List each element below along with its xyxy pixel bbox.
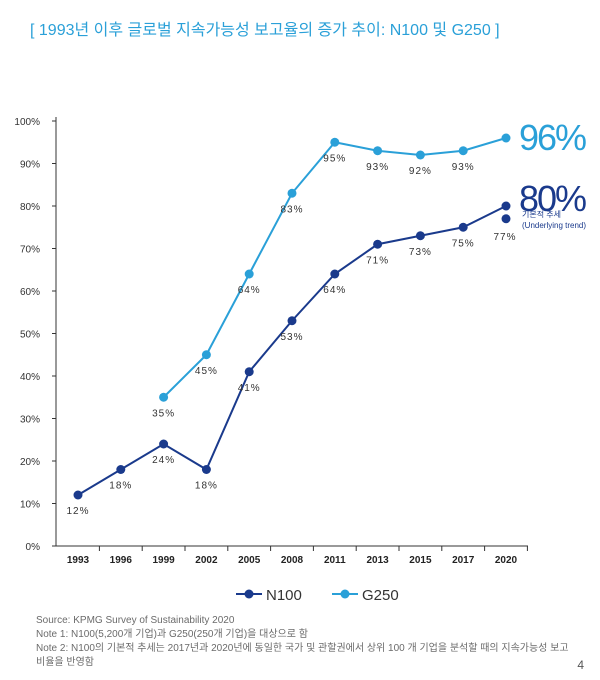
- data-point-n100: [73, 490, 83, 500]
- underlying-trend-text-ko: 기본적 추세: [522, 209, 561, 219]
- chart-title: [ 1993년 이후 글로벌 지속가능성 보고율의 증가 추이: N100 및 …: [30, 22, 500, 39]
- legend-label-n100: N100: [266, 587, 302, 604]
- data-point-g250: [330, 137, 340, 147]
- data-point-g250: [458, 146, 468, 156]
- data-label-n100: 18%: [195, 481, 218, 492]
- x-tick-label: 2020: [495, 555, 518, 566]
- data-label-g250: 45%: [195, 366, 218, 377]
- data-label-g250: 93%: [452, 162, 475, 173]
- y-tick-label: 80%: [20, 202, 40, 213]
- x-tick-label: 1999: [152, 555, 175, 566]
- data-point-g250: [244, 269, 254, 279]
- data-label-g250: 92%: [409, 166, 432, 177]
- series-line-n100: [77, 205, 507, 496]
- n100-end-label: 80%: [519, 178, 586, 219]
- data-point-g250: [373, 146, 383, 156]
- y-tick-label: 70%: [20, 245, 40, 256]
- page-number: 4: [577, 658, 584, 672]
- underlying-trend-point: [501, 214, 511, 224]
- data-point-g250: [159, 392, 169, 402]
- data-label-n100: 64%: [323, 285, 346, 296]
- x-tick-label: 2017: [452, 555, 475, 566]
- underlying-trend-label: 77%: [493, 232, 516, 243]
- data-point-n100: [458, 222, 468, 232]
- data-point-n100: [287, 316, 297, 326]
- data-label-n100: 53%: [280, 332, 303, 343]
- legend-label-g250: G250: [362, 587, 399, 604]
- legend-marker-n100: [244, 589, 254, 599]
- data-label-n100: 75%: [452, 238, 475, 249]
- data-label-g250: 83%: [280, 204, 303, 215]
- y-tick-label: 10%: [20, 500, 40, 511]
- data-label-g250: 64%: [238, 285, 261, 296]
- data-point-n100: [415, 231, 425, 241]
- x-tick-label: 2008: [281, 555, 304, 566]
- footnotes: Source: KPMG Survey of Sustainability 20…: [36, 614, 576, 670]
- underlying-trend-text-en: (Underlying trend): [522, 221, 586, 230]
- note-1: Note 1: N100(5,200개 기업)과 G250(250개 기업)을 …: [36, 629, 308, 640]
- data-point-n100: [330, 269, 340, 279]
- data-point-n100: [159, 439, 169, 449]
- data-label-g250: 95%: [323, 153, 346, 164]
- y-tick-label: 40%: [20, 372, 40, 383]
- y-tick-label: 50%: [20, 330, 40, 341]
- y-tick-label: 30%: [20, 415, 40, 426]
- data-point-n100: [201, 465, 211, 474]
- data-label-g250: 35%: [152, 408, 175, 419]
- data-label-n100: 73%: [409, 247, 432, 258]
- data-point-n100: [116, 465, 126, 474]
- data-point-n100: [501, 201, 511, 211]
- x-tick-label: 2011: [324, 555, 346, 566]
- y-tick-label: 20%: [20, 457, 40, 468]
- y-tick-label: 90%: [20, 160, 40, 171]
- x-tick-label: 2005: [238, 555, 261, 566]
- legend-marker-g250: [340, 589, 350, 599]
- data-point-g250: [501, 133, 511, 143]
- data-label-n100: 41%: [238, 383, 261, 394]
- y-tick-label: 60%: [20, 287, 40, 298]
- x-tick-label: 1993: [67, 555, 90, 566]
- note-2: Note 2: N100의 기본적 추세는 2017년과 2020년에 동일한 …: [36, 643, 569, 668]
- line-chart: 0% 10% 20% 30% 40% 50% 60% 70% 80% 90% 100% 1993 199…: [14, 117, 588, 604]
- data-point-g250: [287, 188, 297, 198]
- source-note: Source: KPMG Survey of Sustainability 20…: [36, 615, 235, 626]
- data-label-n100: 12%: [66, 506, 89, 517]
- data-label-n100: 24%: [152, 455, 175, 466]
- g250-end-label: 96%: [519, 117, 586, 158]
- data-point-g250: [201, 350, 211, 360]
- x-tick-label: 2002: [195, 555, 218, 566]
- data-label-g250: 93%: [366, 162, 389, 173]
- series-line-g250: [162, 137, 507, 398]
- y-tick-label: 100%: [14, 117, 40, 128]
- data-point-g250: [415, 150, 425, 160]
- x-tick-label: 1996: [110, 555, 133, 566]
- data-label-n100: 71%: [366, 255, 389, 266]
- data-label-n100: 18%: [109, 481, 132, 492]
- x-tick-label: 2015: [409, 555, 432, 566]
- y-tick-label: 0%: [26, 542, 41, 553]
- data-point-n100: [373, 239, 383, 249]
- data-point-n100: [244, 367, 254, 377]
- x-tick-label: 2013: [366, 555, 389, 566]
